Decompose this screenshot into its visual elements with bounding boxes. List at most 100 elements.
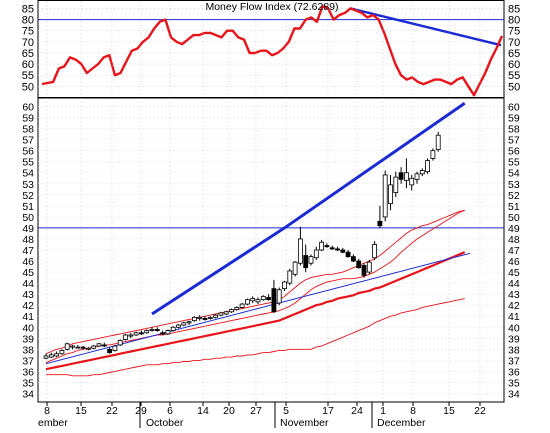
candle-body (213, 314, 219, 318)
price-tick-left: 57 (22, 135, 34, 147)
x-axis: 8 15 22 29 6 14 20 27 5 17 24 1 8 15 22 ember October Nov… (38, 401, 504, 429)
candle-body (117, 340, 123, 346)
moving-average-slow-line (45, 251, 466, 371)
mfi-tick-left: 50 (22, 81, 34, 93)
candle-body (229, 309, 234, 313)
candle-body (372, 244, 378, 259)
candle-body (282, 281, 287, 290)
candle-body (54, 353, 59, 357)
candle-body (419, 170, 425, 175)
x-tick-label: 1 (380, 405, 386, 417)
mfi-tick-right: 65 (508, 48, 520, 60)
candle-body (112, 345, 118, 351)
candle-body (154, 329, 160, 331)
price-tick-left: 37 (22, 355, 34, 367)
x-tick-label: 14 (197, 405, 209, 417)
x-tick-label: 17 (322, 405, 334, 417)
price-tick-right: 45 (508, 267, 520, 279)
candle-body (276, 289, 282, 304)
price-tick-right: 53 (508, 179, 520, 191)
mfi-tick-right: 75 (508, 26, 520, 38)
candle-body (308, 256, 314, 264)
price-tick-left: 44 (22, 278, 34, 290)
price-tick-right: 44 (508, 278, 520, 290)
price-tick-left: 49 (22, 223, 34, 235)
price-tick-left: 46 (22, 256, 34, 268)
x-tick-label: 8 (410, 405, 416, 417)
month-label: November (280, 417, 329, 428)
x-tick-label: 20 (223, 405, 235, 417)
candle-body (149, 329, 155, 331)
candle-body (144, 330, 150, 334)
price-trendline (283, 101, 466, 230)
candle-body (133, 332, 139, 336)
price-tick-right: 35 (508, 377, 520, 389)
candle-body (255, 299, 261, 303)
candle-body (377, 220, 383, 227)
x-tick-label: 8 (44, 405, 50, 417)
mfi-tick-right: 70 (508, 37, 520, 49)
price-tick-right: 52 (508, 190, 520, 202)
candle-body (266, 297, 272, 301)
candle-body (319, 241, 325, 251)
price-tick-right: 49 (508, 223, 520, 235)
candle-body (414, 173, 420, 180)
mfi-tick-right: 80 (508, 15, 520, 27)
candle-body (165, 330, 171, 335)
candle-body (59, 350, 65, 355)
mfi-tick-right: 55 (508, 70, 520, 82)
price-tick-right: 46 (508, 256, 520, 268)
price-tick-left: 35 (22, 377, 34, 389)
month-label: October (146, 417, 184, 428)
candle-body (43, 355, 49, 359)
candle-body (335, 248, 340, 251)
candle-body (128, 334, 134, 337)
x-tick-label: 6 (167, 405, 173, 417)
price-tick-right: 51 (508, 201, 520, 213)
moving-average-fast-line (45, 209, 465, 364)
mfi-tick-left: 65 (22, 48, 34, 60)
price-tick-right: 40 (508, 322, 520, 334)
price-tick-right: 60 (508, 102, 520, 114)
price-tick-left: 43 (22, 289, 34, 301)
mfi-tick-left: 80 (22, 15, 34, 27)
price-tick-right: 41 (508, 311, 520, 323)
price-tick-left: 59 (22, 113, 34, 125)
candle-body (297, 238, 303, 264)
envelope-upper-line (45, 209, 465, 355)
candle-body (313, 249, 319, 259)
price-tick-right: 48 (508, 234, 520, 246)
candle-body (435, 134, 441, 150)
candle-body (250, 298, 256, 302)
candle-body (409, 177, 415, 186)
price-tick-left: 34 (22, 388, 34, 400)
price-tick-left: 41 (22, 311, 34, 323)
candle-body (388, 184, 393, 205)
price-tick-left: 47 (22, 245, 34, 257)
price-tick-left: 60 (22, 102, 34, 114)
x-tick-label: 29 (135, 405, 147, 417)
candle-body (287, 270, 293, 284)
candle-body (398, 172, 404, 180)
price-tick-right: 54 (508, 168, 520, 180)
price-tick-left: 36 (22, 366, 34, 378)
envelope-lower-line (46, 298, 465, 377)
candle-body (234, 306, 240, 310)
candle-body (80, 346, 86, 349)
mfi-title: Money Flow Index (72.6289) (205, 1, 338, 13)
candle-body (356, 260, 362, 269)
price-tick-right: 42 (508, 300, 520, 312)
candle-body (271, 288, 277, 313)
candle-body (345, 251, 351, 258)
price-tick-right: 57 (508, 135, 520, 147)
price-tick-left: 55 (22, 157, 34, 169)
candle-body (218, 312, 224, 316)
x-tick-label: 24 (351, 405, 363, 417)
candle-body (244, 299, 250, 305)
candle-body (86, 347, 91, 350)
month-label: ember (38, 417, 68, 428)
price-tick-left: 58 (22, 124, 34, 136)
price-tick-right: 34 (508, 388, 520, 400)
